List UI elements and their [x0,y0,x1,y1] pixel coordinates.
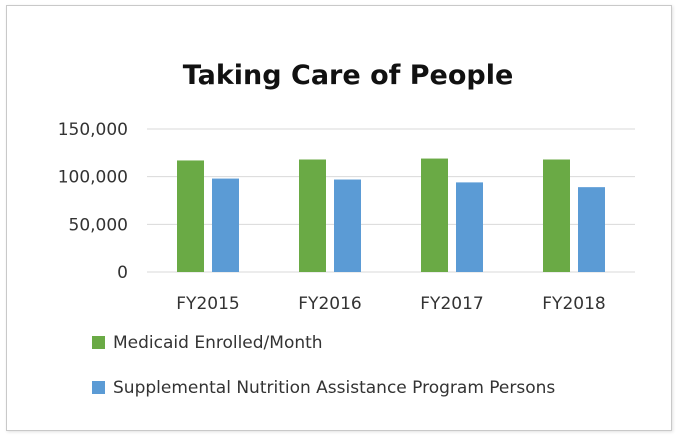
bars [177,158,605,272]
x-tick-label: FY2015 [176,294,239,314]
x-tick-label: FY2017 [420,294,483,314]
x-tick-label: FY2016 [298,294,361,314]
chart-title: Taking Care of People [183,60,514,91]
y-tick-label: 100,000 [58,168,128,188]
bar-medicaid-fy2015 [177,160,204,272]
x-tick-label: FY2018 [542,294,605,314]
y-axis-ticks: 0 50,000 100,000 150,000 [58,120,128,283]
bar-chart: Taking Care of People 0 50,000 100,000 150,… [58,60,635,398]
legend-swatch [92,336,105,349]
bar-medicaid-fy2016 [299,159,326,272]
y-tick-label: 150,000 [58,120,128,140]
bar-snap-fy2018 [578,187,605,272]
legend-swatch [92,381,105,394]
y-tick-label: 0 [117,263,128,283]
legend-label: Medicaid Enrolled/Month [113,333,323,353]
bar-medicaid-fy2017 [421,158,448,272]
bar-snap-fy2016 [334,179,361,272]
y-tick-label: 50,000 [69,215,128,235]
bar-snap-fy2017 [456,182,483,272]
x-axis-ticks: FY2015 FY2016 FY2017 FY2018 [176,294,605,314]
chart-frame: Taking Care of People 0 50,000 100,000 150,… [6,5,672,431]
bar-medicaid-fy2018 [543,159,570,272]
bar-snap-fy2015 [212,178,239,272]
legend: Medicaid Enrolled/Month Supplemental Nutr… [92,333,555,398]
legend-label: Supplemental Nutrition Assistance Progra… [113,378,555,398]
